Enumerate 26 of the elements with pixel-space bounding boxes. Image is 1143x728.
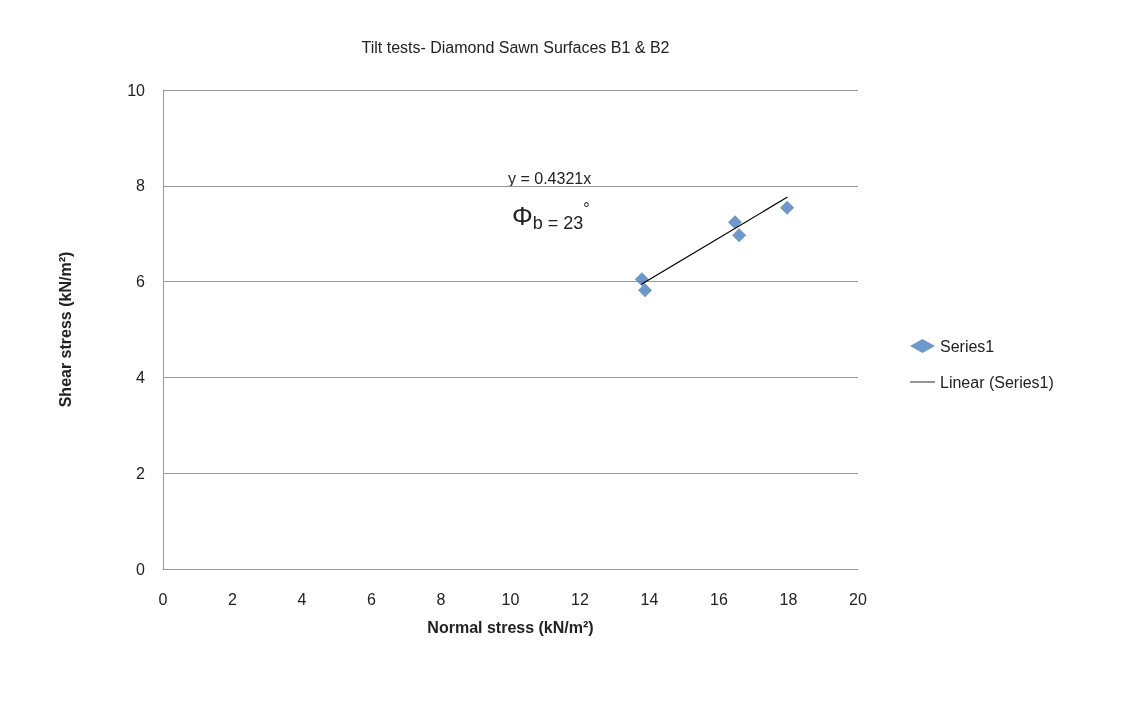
legend-label: Series1	[940, 337, 995, 355]
x-tick-label: 18	[779, 590, 798, 608]
y-tick-label: 8	[136, 177, 146, 195]
point	[727, 215, 742, 230]
y-tick-label: 2	[136, 464, 146, 482]
y-axis-title: Shear stress (kN/m²)	[56, 251, 74, 408]
y-tick-label: 10	[127, 81, 146, 99]
x-tick-label: 16	[710, 590, 728, 608]
point	[637, 283, 652, 298]
x-axis-title: Normal stress (kN/m²)	[427, 618, 594, 636]
y-tick-label: 4	[136, 368, 146, 386]
x-tick-label: 6	[367, 590, 377, 608]
y-tick-label: 6	[136, 273, 146, 291]
x-tick-label: 2	[228, 590, 238, 608]
x-tick-label: 4	[297, 590, 307, 608]
legend-label: Linear (Series1)	[940, 373, 1054, 391]
y-tick-label: 0	[136, 560, 146, 578]
x-tick-label: 12	[571, 590, 589, 608]
point	[780, 200, 795, 215]
chart-title: Tilt tests- Diamond Sawn Surfaces B1 & B2	[361, 38, 670, 56]
x-tick-label: 0	[158, 590, 168, 608]
x-tick-label: 20	[849, 590, 867, 608]
x-tick-label: 8	[436, 590, 446, 608]
x-tick-label: 14	[640, 590, 659, 608]
x-tick-label: 10	[501, 590, 520, 608]
point	[732, 228, 747, 243]
